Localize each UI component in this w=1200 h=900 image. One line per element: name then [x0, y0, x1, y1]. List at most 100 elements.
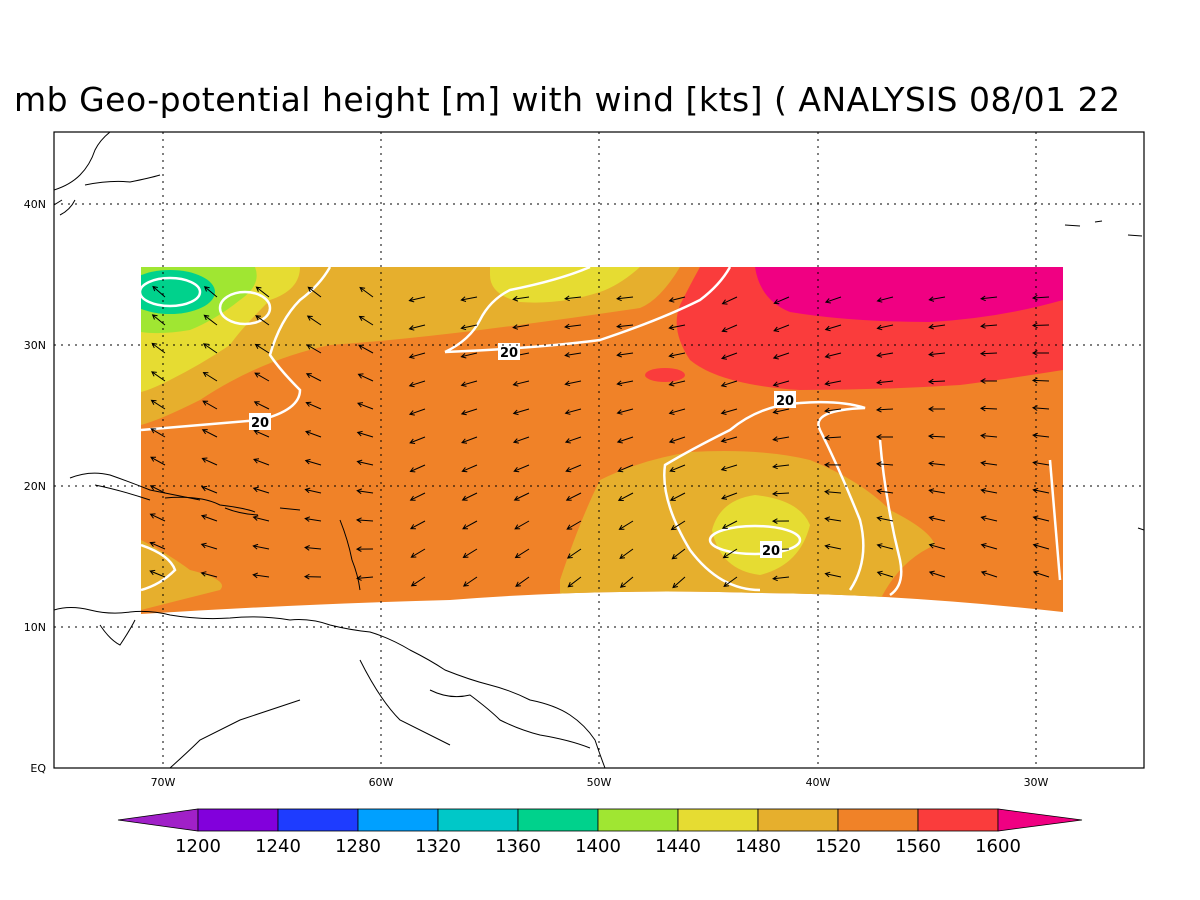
wind-arrow: [928, 351, 946, 357]
wind-arrow: [305, 430, 322, 438]
wind-arrow: [668, 324, 686, 331]
y-tick-label: 30N: [24, 339, 46, 352]
wind-arrow: [875, 461, 894, 467]
wind-arrow: [512, 324, 530, 330]
wind-arrow: [980, 488, 998, 494]
colorbar-swatch: [357, 808, 439, 832]
wind-arrow: [772, 575, 790, 582]
wind-arrow: [252, 543, 270, 550]
wind-arrow: [876, 324, 894, 331]
wind-arrow: [875, 434, 894, 440]
wind-arrow: [201, 429, 218, 438]
wind-arrow: [566, 548, 582, 559]
wind-arrow: [408, 296, 426, 303]
wind-arrow: [462, 520, 478, 530]
wind-arrow: [255, 286, 270, 298]
wind-arrow: [203, 286, 218, 298]
band-above-1600: [755, 267, 1063, 322]
band-1400: [141, 270, 215, 314]
wind-arrow: [980, 295, 998, 302]
colorbar-label: 1360: [495, 836, 541, 857]
wind-arrow: [253, 401, 270, 410]
colorbar-swatch: [437, 808, 519, 832]
y-tick-label: EQ: [30, 762, 46, 775]
band-1480-south: [712, 495, 810, 575]
wind-arrow: [772, 436, 790, 442]
wind-arrow: [1031, 350, 1049, 356]
wind-arrow: [253, 429, 270, 438]
wind-arrow: [150, 456, 166, 466]
wind-arrow: [201, 485, 218, 494]
wind-arrow: [149, 513, 166, 522]
x-tick-label: 60W: [369, 776, 394, 789]
colorbar-label: 1280: [335, 836, 381, 857]
wind-arrow: [356, 430, 374, 438]
wind-arrow: [202, 371, 218, 382]
wind-arrow: [410, 576, 426, 587]
wind-arrow: [668, 436, 686, 444]
y-tick-label: 40N: [24, 198, 46, 211]
colorbar-swatch: [837, 808, 919, 832]
isotach-contour: [141, 267, 332, 432]
wind-arrow: [619, 548, 634, 560]
wind-arrow: [616, 351, 634, 358]
wind-arrow: [771, 518, 790, 524]
wind-arrow: [306, 315, 322, 326]
wind-arrow: [409, 464, 426, 473]
wind-arrow: [304, 516, 322, 522]
wind-arrow: [876, 515, 894, 522]
wind-arrow: [151, 342, 166, 354]
wind-arrow: [824, 407, 842, 414]
wind-arrow: [928, 515, 946, 522]
colorbar-label: 1320: [415, 836, 461, 857]
wind-arrow: [410, 548, 426, 558]
wind-arrow: [151, 371, 166, 382]
wind-arrow: [928, 460, 946, 467]
wind-arrow: [565, 464, 582, 473]
wind-arrow: [150, 428, 166, 438]
wind-arrow: [618, 520, 634, 530]
x-tick-label: 70W: [151, 776, 176, 789]
wind-arrow: [252, 486, 270, 494]
wind-arrow: [253, 458, 270, 466]
wind-arrow: [151, 314, 166, 326]
wind-arrow: [772, 380, 790, 387]
wind-arrow: [928, 323, 946, 330]
wind-arrow: [512, 295, 530, 302]
colorbar-label: 1480: [735, 836, 781, 857]
wind-arrow: [927, 433, 946, 440]
wind-arrow: [928, 488, 946, 494]
wind-arrow: [252, 572, 270, 579]
wind-arrow: [772, 463, 790, 470]
wind-arrow: [252, 515, 270, 522]
wind-arrow: [980, 433, 998, 439]
wind-arrow: [824, 380, 842, 387]
wind-arrow: [876, 543, 894, 550]
wind-arrow: [200, 514, 218, 522]
wind-arrow: [823, 462, 842, 468]
wind-arrow: [668, 352, 686, 359]
band-1600-spot: [645, 368, 685, 382]
colorbar-label: 1400: [575, 836, 621, 857]
isotach-contour: [218, 290, 272, 326]
wind-arrow: [672, 576, 686, 589]
colorbar: [117, 808, 1083, 832]
coastline-lesser-antilles: [339, 519, 361, 591]
colorbar-extend-high: [997, 808, 1083, 832]
wind-arrow: [979, 378, 997, 384]
wind-arrow: [305, 401, 322, 410]
wind-arrow: [823, 434, 842, 441]
wind-arrow: [409, 520, 426, 530]
wind-arrow: [303, 573, 322, 580]
wind-arrow: [927, 378, 946, 385]
wind-arrow: [355, 517, 374, 524]
y-axis: EQ 10N 20N 30N 40N: [24, 198, 47, 775]
wind-arrow: [564, 295, 582, 302]
colorbar-swatch: [197, 808, 279, 832]
wind-arrow: [979, 350, 998, 357]
wind-arrow: [668, 408, 686, 415]
contour-label-bg: [249, 413, 271, 430]
wind-arrow: [616, 408, 634, 415]
wind-arrow: [876, 352, 894, 358]
